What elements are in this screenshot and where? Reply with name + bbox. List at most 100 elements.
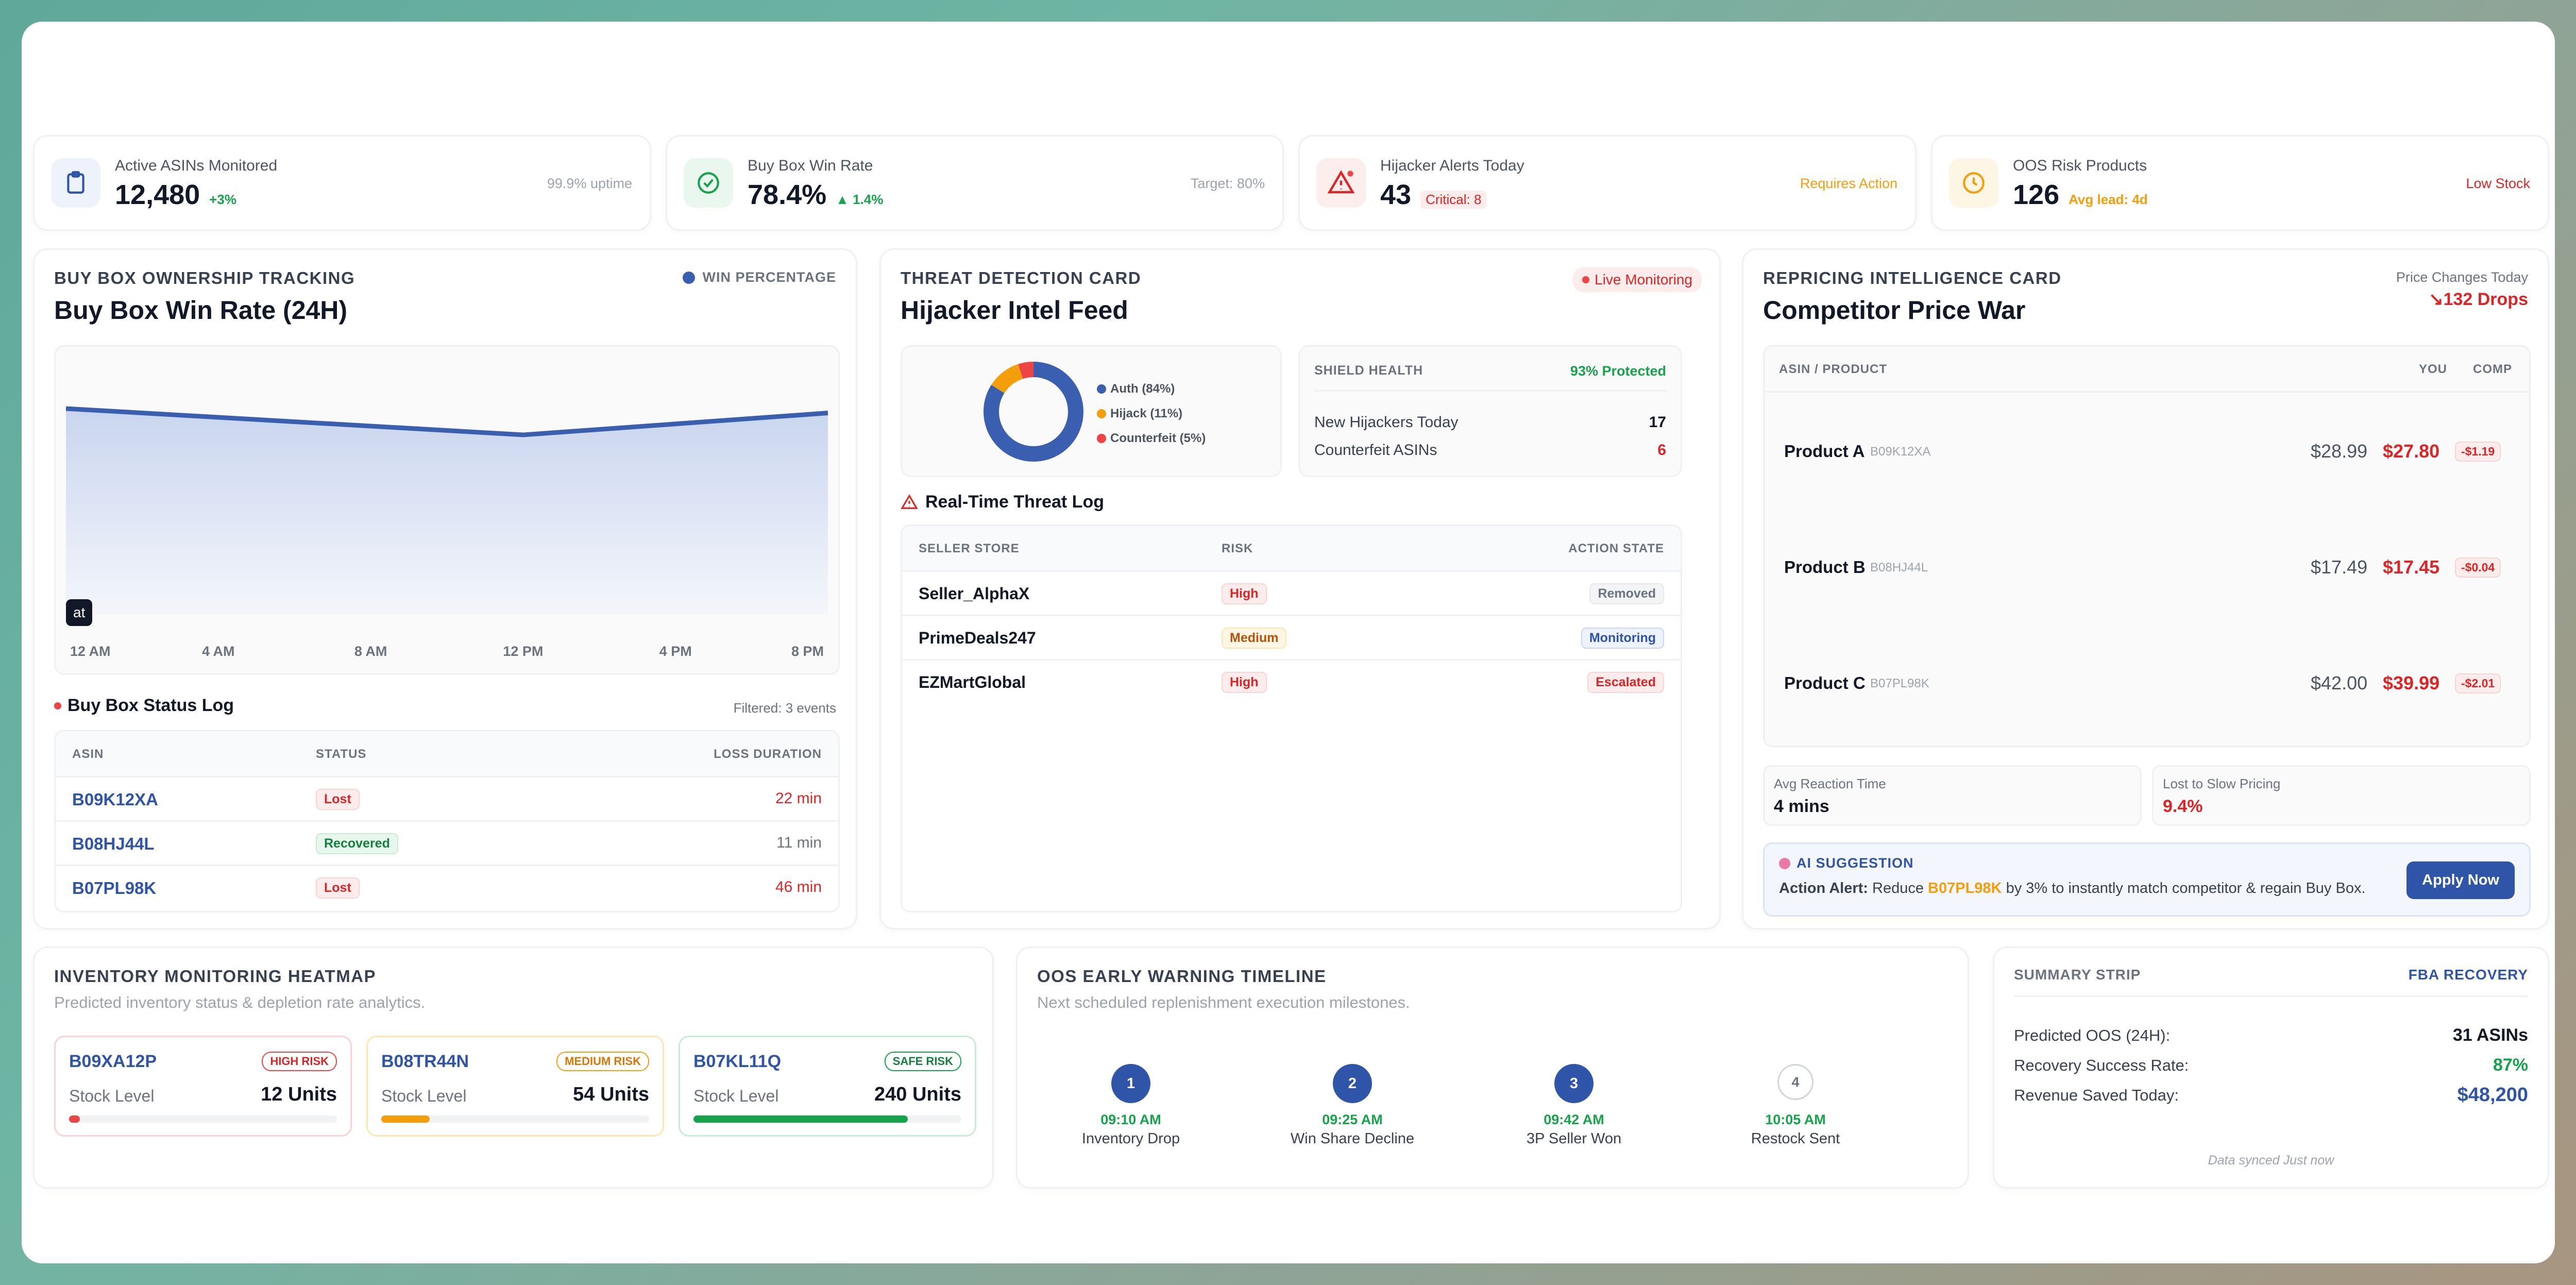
inventory-item[interactable]: B08TR44N MEDIUM RISK Stock Level 54 Unit… [366, 1036, 664, 1137]
product-asin: B08HJ44L [1870, 561, 1928, 574]
section-label: THREAT DETECTION CARD [901, 268, 1142, 288]
donut-slice[interactable] [984, 362, 1083, 462]
col-risk: RISK [1222, 542, 1253, 555]
lost-value: 9.4% [2163, 797, 2203, 816]
legend-swatch [1097, 384, 1106, 394]
dashboard-frame: Active ASINs Monitored 12,480 +3% 99.9% u… [22, 22, 2555, 1263]
col-status: STATUS [316, 747, 367, 761]
red-dot-icon [54, 702, 61, 709]
legend-swatch [1097, 434, 1106, 443]
stock-units: 54 Units [573, 1084, 649, 1105]
status-log-table: ASIN STATUS LOSS DURATION B09K12XA Lost … [54, 730, 840, 912]
section-subtitle: Predicted inventory status & depletion r… [54, 993, 426, 1011]
risk-badge: High [1222, 583, 1267, 604]
area-fill [66, 409, 828, 615]
timeline-step: 1 [1110, 1064, 1151, 1103]
card-title: Buy Box Win Rate (24H) [54, 296, 348, 325]
section-label: OOS EARLY WARNING TIMELINE [1037, 967, 1327, 986]
apply-now-button[interactable]: Apply Now [2406, 861, 2515, 899]
ai-asin: B07PL98K [1928, 880, 2002, 897]
inventory-asin: B08TR44N [381, 1052, 469, 1071]
risk-badge: MEDIUM RISK [556, 1052, 649, 1071]
threat-log-header: Real-Time Threat Log [901, 492, 1104, 512]
live-dot-icon [1582, 276, 1590, 283]
ai-label-row: AI SUGGESTION [1779, 855, 1914, 871]
chart-tooltip: at [66, 599, 93, 626]
threat-log-title: Real-Time Threat Log [925, 492, 1104, 512]
price-row[interactable]: Product B B08HJ44L $17.49 $17.45 -$0.04 [1765, 550, 2529, 586]
price-row[interactable]: Product C B07PL98K $42.00 $39.99 -$2.01 [1765, 666, 2529, 702]
section-label: REPRICING INTELLIGENCE CARD [1763, 268, 2062, 288]
table-row[interactable]: B08HJ44L Recovered 11 min [56, 820, 838, 865]
status-log-header: Buy Box Status Log [54, 696, 234, 716]
table-row[interactable]: PrimeDeals247 Medium Monitoring [902, 615, 1681, 659]
repricing-card: REPRICING INTELLIGENCE CARD Competitor P… [1742, 248, 2549, 929]
inventory-item[interactable]: B07KL11Q SAFE RISK Stock Level 240 Units [679, 1036, 976, 1137]
status-badge: Lost [316, 789, 360, 810]
kpi-card-hijacker-alerts[interactable]: Hijacker Alerts Today 43 Critical: 8 Requ… [1298, 135, 1917, 231]
check-circle-icon [684, 158, 733, 208]
your-price: $28.99 [2311, 441, 2368, 462]
price-changes-value: ↘132 Drops [2429, 290, 2528, 309]
filter-note: Filtered: 3 events [733, 700, 836, 716]
product-name: Product C [1784, 673, 1866, 692]
summary-value: $48,200 [2457, 1084, 2528, 1106]
alert-triangle-icon [901, 494, 918, 509]
competitor-price: $27.80 [2383, 441, 2440, 462]
fba-recovery-tag: FBA RECOVERY [2408, 967, 2528, 983]
asin-link[interactable]: B08HJ44L [72, 834, 155, 853]
ai-message: Action Alert: Reduce B07PL98K by 3% to i… [1779, 880, 2366, 897]
shield-panel: SHIELD HEALTH 93% Protected New Hijacker… [1298, 345, 1682, 477]
threat-card: THREAT DETECTION CARD Hijacker Intel Fee… [879, 248, 1721, 929]
summary-value: 87% [2493, 1055, 2528, 1075]
table-row[interactable]: B09K12XA Lost 22 min [56, 776, 838, 820]
x-tick-label: 12 PM [503, 644, 543, 659]
kpi-card-active-asins[interactable]: Active ASINs Monitored 12,480 +3% 99.9% u… [33, 135, 651, 231]
table-row[interactable]: Seller_AlphaX High Removed [902, 570, 1681, 615]
table-row[interactable]: EZMartGlobal High Escalated [902, 659, 1681, 703]
chart-legend: WIN PERCENTAGE [683, 269, 836, 285]
price-diff-badge: -$1.19 [2455, 442, 2501, 462]
product-name: Product A [1784, 442, 1865, 461]
step-time: 09:10 AM [1100, 1112, 1161, 1127]
stock-bar [381, 1115, 649, 1123]
stock-label: Stock Level [381, 1087, 467, 1105]
ai-label: AI SUGGESTION [1797, 855, 1914, 871]
asin-link[interactable]: B09K12XA [72, 790, 158, 809]
clipboard-icon [51, 158, 100, 208]
x-tick-label: 8 AM [354, 644, 387, 659]
status-badge: Recovered [316, 833, 398, 854]
kpi-value: 12,480 +3% [115, 179, 236, 210]
action-state-badge: Removed [1589, 583, 1664, 604]
seller-name: EZMartGlobal [919, 673, 1026, 691]
kpi-label: Active ASINs Monitored [115, 157, 278, 174]
timeline-step: 2 [1332, 1064, 1373, 1103]
price-row[interactable]: Product A B09K12XA $28.99 $27.80 -$1.19 [1765, 434, 2529, 470]
table-row[interactable]: B07PL98K Lost 46 min [56, 865, 838, 909]
kpi-card-buybox-rate[interactable]: Buy Box Win Rate 78.4% ▲ 1.4% Target: 80% [666, 135, 1284, 231]
stock-bar-fill [69, 1115, 80, 1123]
warning-icon [1316, 158, 1366, 208]
threat-log-table: SELLER STORE RISK ACTION STATE Seller_Al… [901, 525, 1682, 912]
col-you: YOU [2419, 362, 2448, 376]
reaction-value: 4 mins [1774, 797, 1829, 816]
asin-link[interactable]: B07PL98K [72, 878, 157, 898]
brain-icon [1779, 857, 1790, 869]
shield-value: 93% Protected [1570, 363, 1666, 379]
step-number: 1 [1111, 1064, 1150, 1103]
inventory-item[interactable]: B09XA12P HIGH RISK Stock Level 12 Units [54, 1036, 352, 1137]
ai-prefix: Action Alert: [1779, 880, 1868, 897]
step-number: 3 [1554, 1064, 1594, 1103]
step-time: 09:25 AM [1322, 1112, 1383, 1127]
status-log-title: Buy Box Status Log [67, 696, 234, 715]
kpi-card-oos-risk[interactable]: OOS Risk Products 126 Avg lead: 4d Low St… [1931, 135, 2549, 231]
col-action-state: ACTION STATE [1568, 542, 1664, 555]
sync-note: Data synced Just now [2208, 1153, 2334, 1168]
stat-label: Counterfeit ASINs [1314, 442, 1437, 459]
section-subtitle: Next scheduled replenishment execution m… [1037, 993, 1410, 1011]
action-state-badge: Monitoring [1581, 628, 1664, 649]
summary-label: Recovery Success Rate: [2014, 1056, 2189, 1074]
summary-label: Predicted OOS (24H): [2014, 1026, 2171, 1044]
kpi-value: 126 Avg lead: 4d [2013, 179, 2148, 210]
ai-suggestion-box: AI SUGGESTION Action Alert: Reduce B07PL… [1763, 842, 2531, 917]
